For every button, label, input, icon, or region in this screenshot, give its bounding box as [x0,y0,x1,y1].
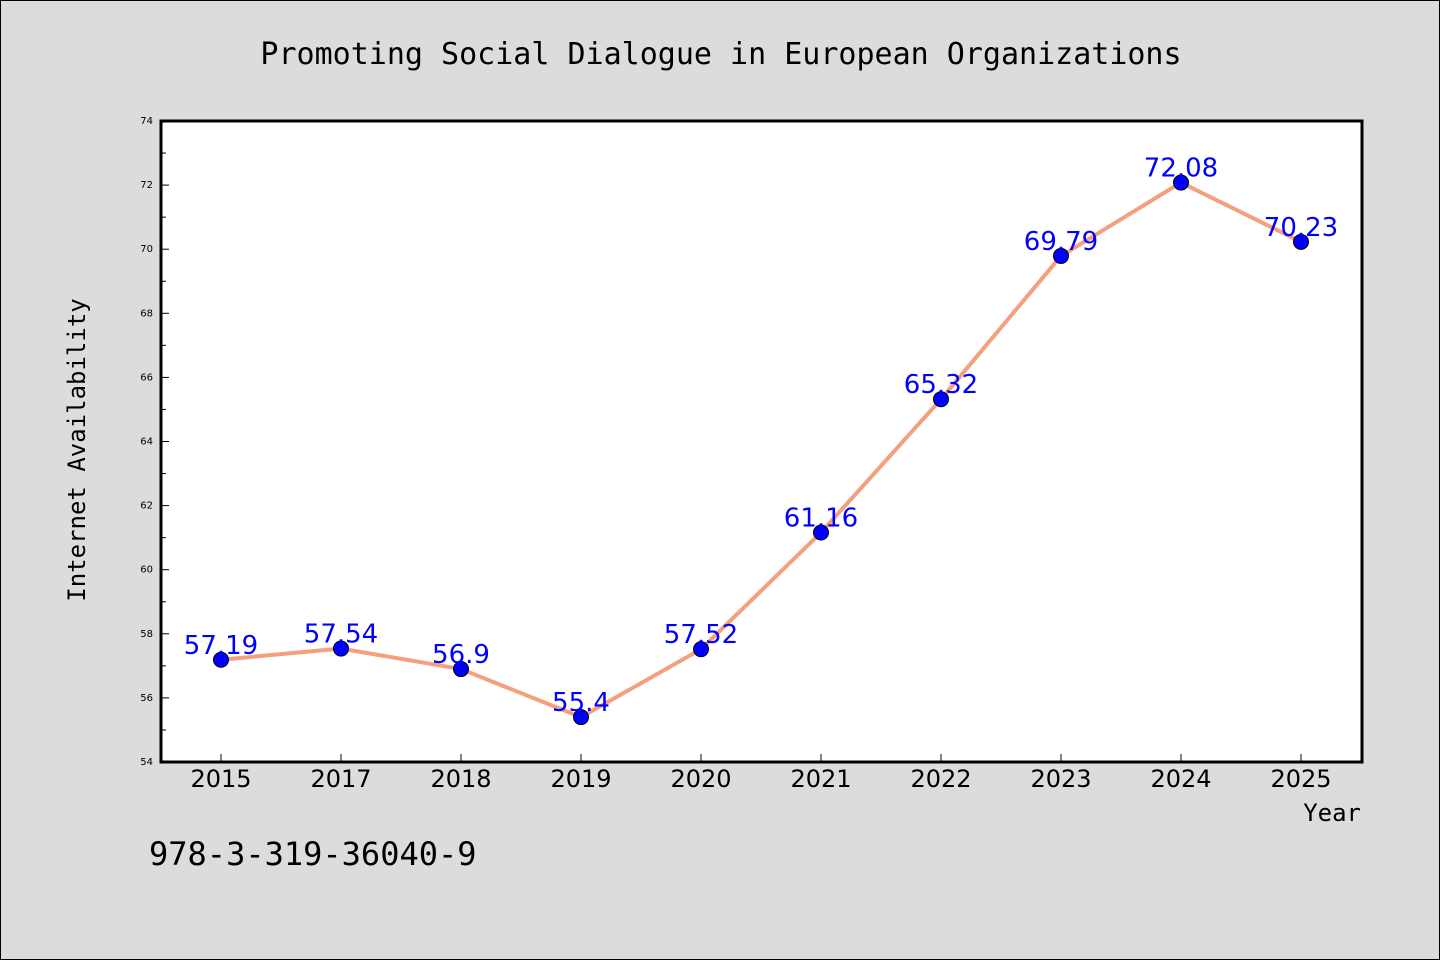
x-tick-label: 2025 [1270,765,1331,793]
x-tick-label: 2015 [190,765,251,793]
x-tick-label: 2018 [430,765,491,793]
data-label: 65.32 [904,370,978,400]
data-label: 55.4 [552,688,610,718]
x-tick-label: 2019 [550,765,611,793]
plot-border [159,119,1364,764]
chart-title: Promoting Social Dialogue in European Or… [260,37,1181,72]
x-tick-label: 2021 [790,765,851,793]
y-tick-label: 74 [140,116,153,127]
data-label: 56.9 [432,640,490,670]
y-axis-label: Internet Availability [63,298,91,601]
data-labels: 57.19 57.54 56.9 55.4 57.52 61.16 65.32 69.79 72… [184,154,1338,719]
y-tick-label: 70 [140,244,153,255]
data-label: 70.23 [1264,213,1338,243]
data-point [1293,233,1309,250]
x-tick-label: 2022 [910,765,971,793]
data-point [333,640,349,657]
y-tick-label: 58 [140,629,153,640]
data-label: 57.52 [664,620,738,650]
data-point [693,641,709,658]
data-label: 57.19 [184,631,258,661]
x-axis: 2015 2017 2018 2019 2020 2021 2022 2023 2024 2025 [190,754,1332,793]
y-tick-label: 64 [140,437,153,448]
x-tick-label: 2024 [1150,765,1211,793]
data-point [1173,174,1189,191]
y-tick-label: 56 [140,693,153,704]
data-point [933,391,949,408]
x-tick-label: 2017 [310,765,371,793]
series-line [219,180,1303,720]
data-markers [213,174,1309,726]
y-tick-label: 62 [140,501,153,512]
data-point [1053,247,1069,264]
x-tick-label: 2023 [1030,765,1091,793]
data-label: 69.79 [1024,227,1098,257]
x-axis-label: Year [1303,799,1361,827]
y-tick-label: 68 [140,308,153,319]
data-label: 57.54 [304,620,378,650]
data-point [573,709,589,726]
x-tick-label: 2020 [670,765,731,793]
y-tick-label: 54 [140,757,153,768]
data-label: 72.08 [1144,154,1218,184]
y-axis: 54 56 58 60 62 64 66 68 70 72 74 [140,116,169,768]
y-tick-label: 66 [140,372,153,383]
data-point [213,651,229,668]
plot-area [161,121,1362,762]
data-point [813,524,829,541]
data-label: 61.16 [784,504,858,534]
y-tick-label: 72 [140,180,153,191]
isbn-note: 978-3-319-36040-9 [149,835,477,873]
data-point [453,661,469,678]
y-tick-label: 60 [140,565,153,576]
